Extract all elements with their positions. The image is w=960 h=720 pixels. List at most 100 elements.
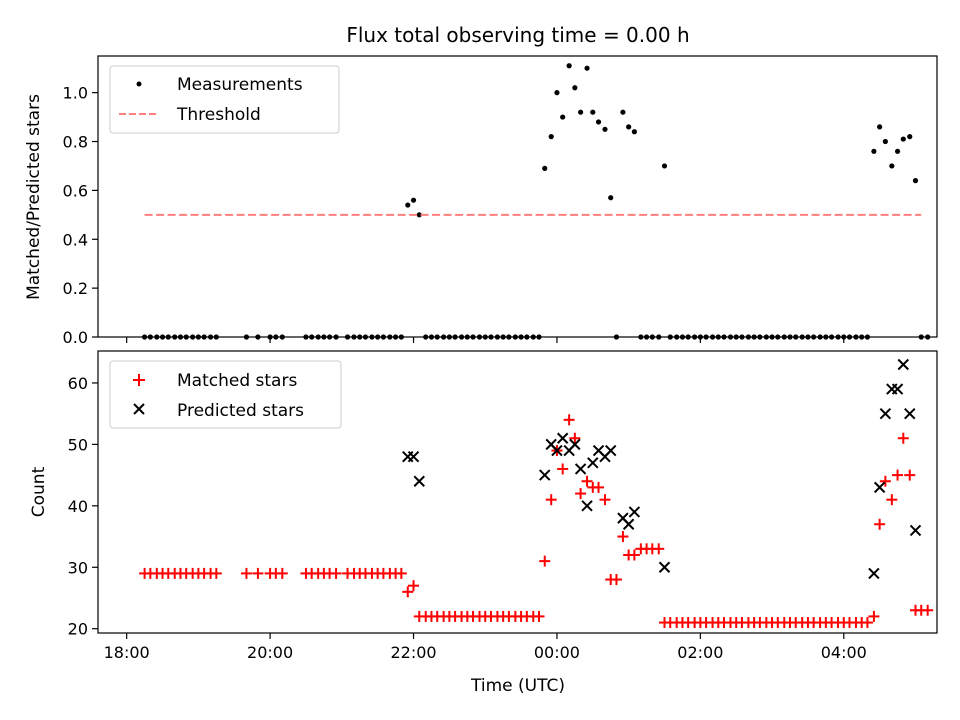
xtick-label: 00:00 [534, 643, 580, 662]
bottom-panel-frame [97, 350, 938, 634]
legend-matched-label: Matched stars [177, 371, 297, 391]
matched-point [210, 567, 222, 579]
predicted-point [897, 358, 910, 371]
matched-point [593, 481, 605, 493]
predicted-point [569, 438, 581, 451]
matched-point [569, 432, 581, 444]
matched-point [904, 469, 916, 481]
measurement-point [907, 134, 913, 140]
legend-matched-marker [133, 374, 145, 386]
xtick-label: 20:00 [247, 643, 293, 662]
matched-point [892, 469, 904, 481]
bottom-panel-ticks: 20 30 40 50 60 18:00 20:00 22:00 00:00 02:00 04:00 [68, 374, 867, 662]
ytick-label: 30 [68, 558, 88, 577]
matched-point [575, 488, 587, 500]
measurement-point [595, 119, 602, 125]
top-legend-box [109, 65, 340, 134]
measurement-point [912, 178, 919, 184]
ytick-label: 1.0 [63, 84, 88, 103]
ytick-label: 0.0 [63, 328, 88, 347]
ytick-label: 50 [68, 435, 88, 454]
ytick-label: 0.2 [63, 279, 88, 298]
measurement-point [889, 163, 895, 169]
ytick-label: 0.6 [63, 181, 88, 200]
legend-predicted-marker [133, 403, 145, 415]
measurement-point [410, 197, 417, 203]
xtick-label: 04:00 [821, 643, 867, 662]
predicted-point [587, 457, 599, 469]
predicted-point [658, 561, 671, 573]
measurement-point [900, 136, 906, 142]
ytick-label: 40 [68, 497, 88, 516]
bottom-panel-plot [139, 358, 934, 629]
matched-point [599, 494, 611, 506]
matched-point [610, 574, 622, 586]
matched-point [617, 531, 629, 543]
matched-point [628, 549, 640, 561]
predicted-point [628, 506, 641, 518]
measurement-point [894, 148, 901, 154]
matched-point [897, 432, 909, 444]
matched-point [240, 567, 252, 579]
ytick-label: 0.4 [63, 230, 88, 249]
predicted-point [879, 407, 892, 420]
matched-point [402, 586, 414, 598]
matched-point [395, 567, 407, 579]
measurement-point [548, 134, 554, 140]
ytick-label: 0.8 [63, 133, 88, 152]
predicted-point [891, 383, 904, 395]
predicted-point [556, 432, 569, 444]
bottom-xlabel: Time (UTC) [470, 676, 565, 696]
measurement-point [608, 195, 614, 201]
legend-measurements-label: Measurements [177, 75, 303, 95]
matched-point [861, 617, 873, 629]
measurement-point [584, 65, 590, 71]
measurement-point [542, 165, 548, 171]
measurement-point [631, 129, 637, 135]
measurement-point [566, 63, 572, 69]
predicted-point [413, 475, 425, 487]
matched-point [539, 555, 551, 567]
ytick-label: 20 [68, 620, 88, 639]
predicted-point [904, 407, 916, 420]
matched-point [874, 518, 886, 530]
predicted-point [551, 444, 563, 457]
measurement-point [554, 90, 560, 96]
predicted-point [873, 481, 886, 494]
matched-point [563, 414, 575, 426]
matched-point [879, 475, 891, 487]
matched-point [545, 494, 557, 506]
measurement-point [882, 138, 888, 145]
legend-predicted-label: Predicted stars [177, 401, 304, 421]
matched-point [252, 567, 264, 579]
legend-measurements-marker [136, 81, 142, 87]
bottom-legend: Matched stars Predicted stars [109, 360, 342, 429]
predicted-point [622, 518, 635, 530]
xtick-label: 18:00 [104, 643, 150, 662]
matched-point [922, 604, 934, 616]
measurement-point [871, 148, 877, 154]
measurement-point [405, 202, 411, 208]
matched-point [581, 475, 593, 487]
measurement-point [416, 212, 422, 218]
matched-point [868, 610, 880, 622]
predicted-point [581, 500, 593, 512]
measurement-point [661, 163, 668, 169]
measurement-point [590, 109, 596, 115]
measurement-point [620, 109, 626, 115]
top-legend: Measurements Threshold [109, 65, 340, 134]
matched-point [533, 610, 545, 622]
top-ylabel: Matched/Predicted stars [24, 94, 44, 300]
top-panel-frame [97, 55, 938, 338]
matched-point [653, 543, 665, 555]
xtick-label: 22:00 [390, 643, 436, 662]
predicted-point [407, 450, 420, 463]
chart-title: Flux total observing time = 0.00 h [346, 23, 689, 47]
measurement-point [578, 109, 584, 115]
matched-point [330, 567, 342, 579]
measurement-point [877, 124, 883, 130]
matched-point [557, 463, 569, 475]
top-panel-ticks: 0.0 0.2 0.4 0.6 0.8 1.0 [63, 84, 845, 347]
matched-point [408, 580, 420, 592]
